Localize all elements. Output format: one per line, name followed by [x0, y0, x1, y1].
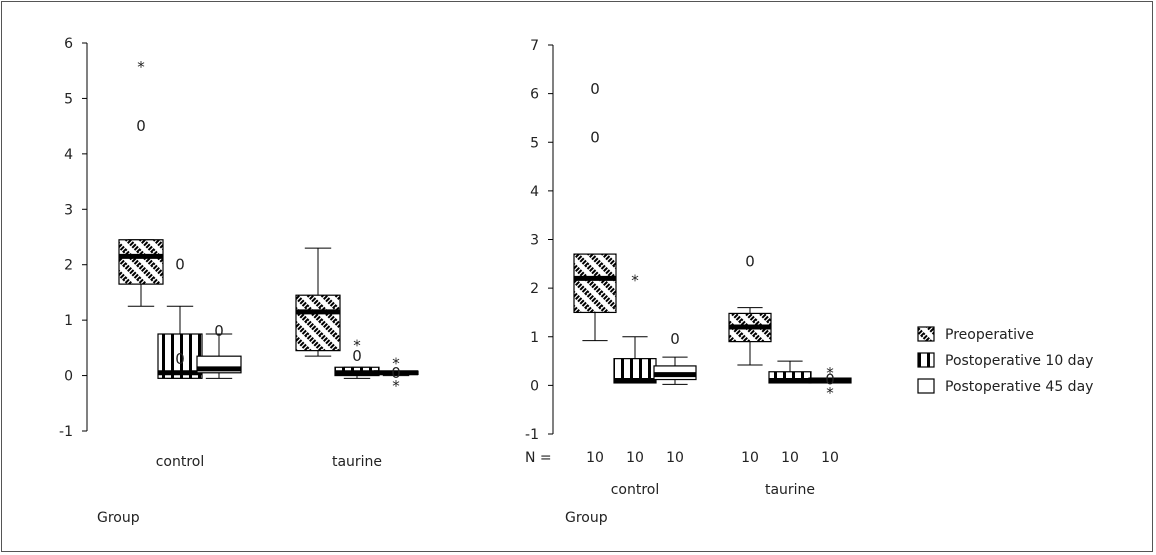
extreme-marker: * — [631, 271, 639, 289]
legend-label: Preoperative — [945, 327, 1034, 343]
x-axis-label: Group — [97, 510, 140, 526]
outlier-marker: 0 — [352, 347, 362, 365]
y-tick-label: 2 — [530, 281, 539, 297]
box-3: 0 — [653, 330, 697, 385]
outlier-marker: 0 — [214, 322, 224, 340]
outlier-marker: 0 — [745, 252, 755, 270]
box-1 — [295, 247, 341, 357]
n-label: N = — [525, 450, 552, 466]
extreme-marker: * — [826, 364, 834, 382]
box-body — [118, 239, 164, 285]
y-tick-label: 0 — [530, 378, 539, 394]
box-2: 00 — [157, 256, 203, 379]
box-1: 00 — [573, 80, 617, 342]
box-1: 0* — [118, 58, 164, 307]
outlier-marker: 0 — [825, 371, 835, 389]
legend-swatch-diagonal — [917, 326, 935, 342]
y-tick-label: 5 — [530, 135, 539, 151]
y-tick-label: 1 — [64, 313, 73, 329]
y-tick-label: 6 — [64, 36, 73, 52]
y-tick-label: 4 — [530, 184, 539, 200]
n-value: 10 — [586, 450, 604, 466]
box-body — [573, 253, 617, 314]
category-label: taurine — [332, 454, 382, 470]
category-label: taurine — [765, 482, 815, 498]
y-tick-label: 7 — [530, 38, 539, 54]
outlier-marker: 0 — [175, 350, 185, 368]
y-tick-label: 3 — [64, 202, 73, 218]
y-tick-label: 3 — [530, 233, 539, 249]
outlier-marker: 0 — [590, 80, 600, 98]
extreme-marker: * — [353, 336, 361, 354]
box-2: * — [613, 271, 657, 384]
n-value: 10 — [821, 450, 839, 466]
y-tick-label: 0 — [64, 369, 73, 385]
n-value: 10 — [666, 450, 684, 466]
extreme-marker: * — [826, 384, 834, 402]
category-label: control — [156, 454, 205, 470]
box-body — [295, 294, 341, 352]
y-tick-label: -1 — [525, 427, 539, 443]
extreme-marker: * — [392, 377, 400, 395]
box-3: 0* * — [373, 355, 419, 395]
y-tick-label: 1 — [530, 330, 539, 346]
legend-swatch-vertical — [917, 352, 935, 368]
box-1: 0 — [728, 252, 772, 366]
extreme-marker: * — [137, 58, 145, 76]
legend-label: Postoperative 10 day — [945, 353, 1093, 369]
category-label: control — [611, 482, 660, 498]
box-3: 0 — [196, 322, 242, 379]
legend: Preoperative Postoperative 10 day Postoper… — [917, 326, 1093, 395]
box-3: 0* * — [808, 364, 852, 402]
n-value: 10 — [626, 450, 644, 466]
y-tick-label: -1 — [59, 424, 73, 440]
outlier-marker: 0 — [136, 117, 146, 135]
x-axis-label: Group — [565, 510, 608, 526]
y-tick-label: 4 — [64, 147, 73, 163]
outlier-marker: 0 — [670, 330, 680, 348]
n-value: 10 — [741, 450, 759, 466]
outlier-marker: 0 — [590, 128, 600, 146]
y-tick-label: 6 — [530, 87, 539, 103]
box-2 — [768, 360, 812, 384]
extreme-marker: * — [392, 355, 400, 373]
outlier-marker: 0 — [175, 256, 185, 274]
y-tick-label: 2 — [64, 258, 73, 274]
n-value: 10 — [781, 450, 799, 466]
box-2: 0* — [334, 336, 380, 379]
y-tick-label: 5 — [64, 91, 73, 107]
legend-label: Postoperative 45 day — [945, 379, 1093, 395]
legend-swatch-blank — [917, 378, 935, 394]
outlier-marker: 0 — [391, 364, 401, 382]
